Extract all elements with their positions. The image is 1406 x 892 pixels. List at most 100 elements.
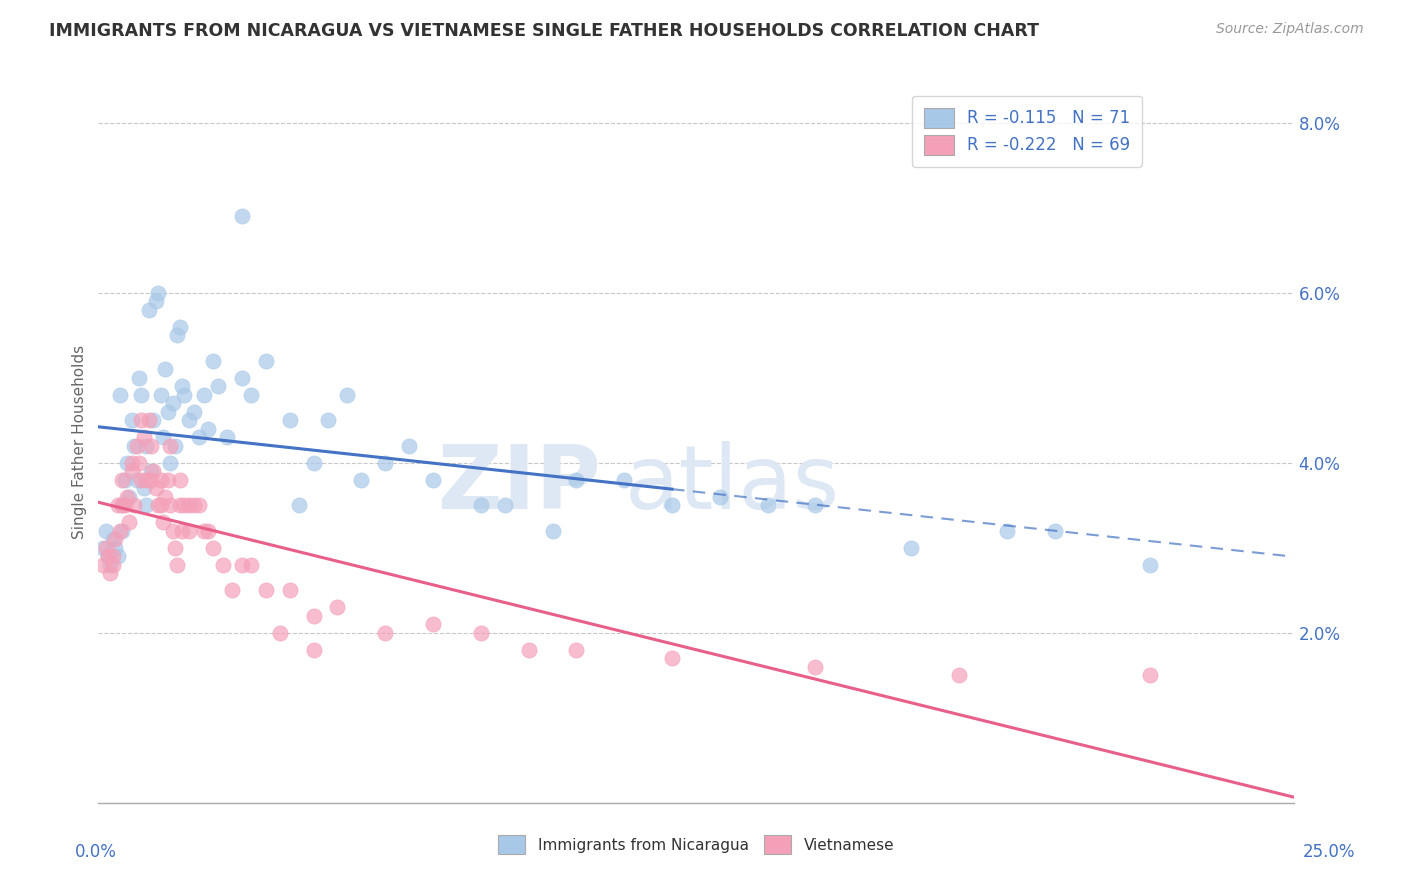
- Point: [111, 524, 134, 538]
- Point: [288, 498, 311, 512]
- Point: [135, 473, 157, 487]
- Point: [221, 583, 243, 598]
- Point: [169, 498, 191, 512]
- Point: [709, 490, 731, 504]
- Point: [211, 558, 233, 572]
- Point: [183, 405, 205, 419]
- Point: [202, 353, 225, 368]
- Point: [156, 473, 179, 487]
- Point: [139, 439, 162, 453]
- Point: [254, 583, 277, 598]
- Point: [135, 439, 157, 453]
- Point: [187, 430, 209, 444]
- Point: [350, 473, 373, 487]
- Point: [94, 541, 117, 555]
- Point: [135, 498, 157, 512]
- Point: [125, 439, 148, 453]
- Point: [398, 439, 420, 453]
- Point: [169, 473, 191, 487]
- Point: [101, 558, 124, 572]
- Point: [565, 473, 588, 487]
- Point: [269, 625, 291, 640]
- Point: [138, 413, 160, 427]
- Point: [114, 498, 136, 512]
- Point: [278, 583, 301, 598]
- Point: [422, 473, 444, 487]
- Point: [470, 498, 492, 512]
- Point: [1043, 524, 1066, 538]
- Point: [197, 422, 219, 436]
- Point: [111, 473, 134, 487]
- Text: Source: ZipAtlas.com: Source: ZipAtlas.com: [1216, 22, 1364, 37]
- Point: [104, 533, 127, 547]
- Point: [149, 388, 172, 402]
- Point: [163, 439, 186, 453]
- Point: [104, 541, 127, 555]
- Point: [173, 498, 195, 512]
- Point: [254, 353, 277, 368]
- Point: [231, 558, 253, 572]
- Point: [111, 498, 134, 512]
- Point: [240, 388, 263, 402]
- Point: [470, 625, 492, 640]
- Point: [1139, 558, 1161, 572]
- Point: [565, 642, 588, 657]
- Point: [142, 464, 165, 478]
- Point: [159, 498, 181, 512]
- Point: [494, 498, 516, 512]
- Point: [302, 456, 325, 470]
- Point: [131, 473, 153, 487]
- Point: [91, 541, 114, 555]
- Point: [91, 558, 114, 572]
- Point: [995, 524, 1018, 538]
- Point: [155, 490, 177, 504]
- Point: [145, 481, 167, 495]
- Text: 0.0%: 0.0%: [75, 843, 117, 861]
- Point: [101, 533, 124, 547]
- Point: [197, 524, 219, 538]
- Point: [128, 456, 150, 470]
- Point: [114, 473, 136, 487]
- Point: [97, 549, 120, 564]
- Point: [98, 558, 122, 572]
- Point: [94, 524, 117, 538]
- Point: [108, 524, 131, 538]
- Point: [804, 498, 827, 512]
- Legend: Immigrants from Nicaragua, Vietnamese: Immigrants from Nicaragua, Vietnamese: [492, 830, 900, 860]
- Point: [326, 600, 349, 615]
- Point: [101, 549, 124, 564]
- Point: [132, 481, 155, 495]
- Point: [162, 524, 184, 538]
- Point: [125, 473, 148, 487]
- Point: [173, 388, 195, 402]
- Point: [179, 524, 201, 538]
- Point: [139, 473, 162, 487]
- Point: [124, 498, 146, 512]
- Point: [900, 541, 922, 555]
- Point: [231, 371, 253, 385]
- Point: [278, 413, 301, 427]
- Point: [162, 396, 184, 410]
- Point: [183, 498, 205, 512]
- Point: [131, 388, 153, 402]
- Point: [613, 473, 636, 487]
- Point: [166, 558, 188, 572]
- Point: [132, 430, 155, 444]
- Point: [156, 405, 179, 419]
- Point: [97, 549, 120, 564]
- Point: [804, 660, 827, 674]
- Point: [121, 413, 143, 427]
- Point: [142, 413, 165, 427]
- Point: [756, 498, 779, 512]
- Point: [316, 413, 339, 427]
- Point: [111, 498, 134, 512]
- Point: [139, 464, 162, 478]
- Point: [193, 388, 215, 402]
- Point: [422, 617, 444, 632]
- Point: [193, 524, 215, 538]
- Point: [148, 498, 170, 512]
- Point: [179, 498, 201, 512]
- Point: [541, 524, 564, 538]
- Point: [148, 285, 170, 300]
- Point: [128, 371, 150, 385]
